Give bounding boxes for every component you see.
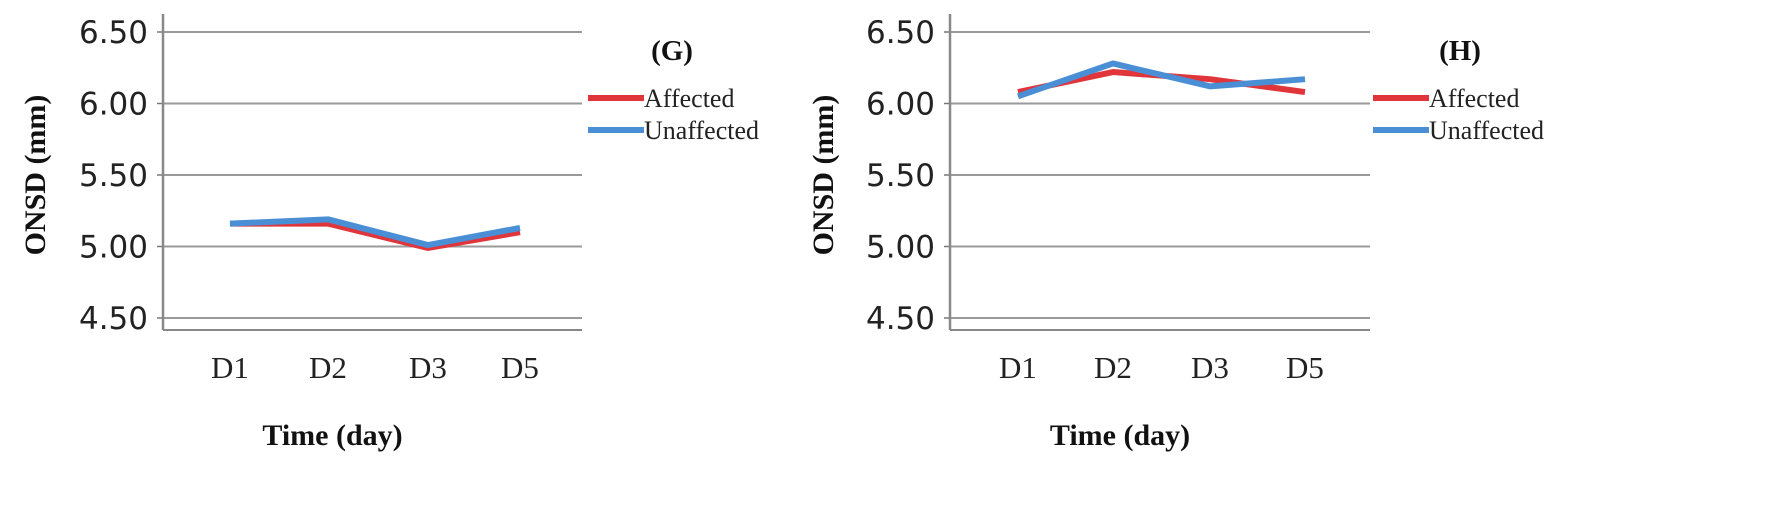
y-tick-label: 6.00 bbox=[79, 87, 148, 123]
x-axis-title: Time (day) bbox=[262, 419, 402, 452]
panel-label: (G) bbox=[651, 35, 693, 67]
legend-label: Affected bbox=[1429, 84, 1519, 113]
x-tick-label: D3 bbox=[1191, 350, 1229, 385]
x-tick-label: D1 bbox=[999, 350, 1037, 385]
y-tick-label: 6.50 bbox=[79, 15, 148, 51]
y-axis-title: ONSD (mm) bbox=[807, 95, 840, 256]
x-tick-label: D2 bbox=[309, 350, 347, 385]
legend-label: Affected bbox=[644, 84, 734, 113]
y-axis-title: ONSD (mm) bbox=[19, 95, 52, 256]
x-tick-label: D3 bbox=[409, 350, 447, 385]
y-tick-label: 6.50 bbox=[866, 15, 935, 51]
y-tick-label: 5.00 bbox=[866, 230, 935, 266]
series-line-unaffected bbox=[1017, 60, 1306, 100]
x-axis-title: Time (day) bbox=[1050, 419, 1190, 452]
x-tick-label: D2 bbox=[1094, 350, 1132, 385]
y-tick-label: 4.50 bbox=[79, 301, 148, 337]
chart-panel-g: 4.50 5.00 5.50 6.00 6.50 D1 D2 D3 D5 Time (day) ON… bbox=[19, 14, 759, 452]
x-tick-label: D5 bbox=[501, 350, 539, 385]
panel-label: (H) bbox=[1439, 35, 1481, 67]
chart-panel-h: 4.50 5.00 5.50 6.00 6.50 D1 D2 D3 D5 Time (day) ON… bbox=[807, 14, 1544, 452]
y-tick-label: 6.00 bbox=[866, 87, 935, 123]
legend-label: Unaffected bbox=[644, 116, 759, 145]
y-tick-label: 5.50 bbox=[79, 158, 148, 194]
legend-label: Unaffected bbox=[1429, 116, 1544, 145]
y-tick-label: 5.50 bbox=[866, 158, 935, 194]
series-line-unaffected bbox=[229, 216, 521, 249]
y-tick-label: 5.00 bbox=[79, 230, 148, 266]
x-tick-label: D1 bbox=[211, 350, 249, 385]
y-tick-label: 4.50 bbox=[866, 301, 935, 337]
x-tick-label: D5 bbox=[1286, 350, 1324, 385]
